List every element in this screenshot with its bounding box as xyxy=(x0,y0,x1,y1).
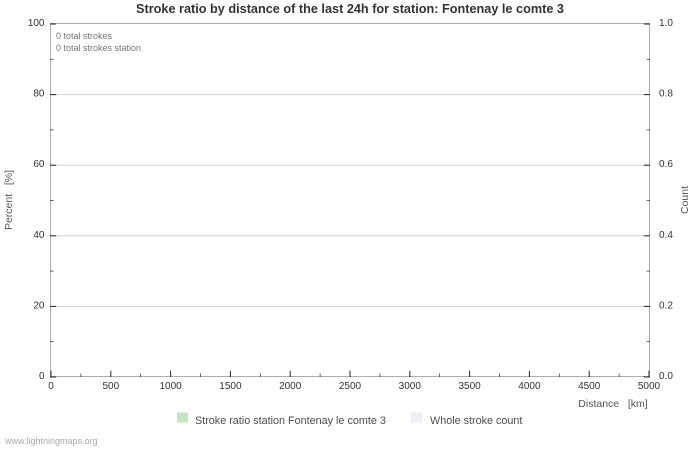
svg-text:Distance [km]: Distance [km] xyxy=(578,398,648,410)
svg-text:2000: 2000 xyxy=(279,381,302,392)
svg-text:0.4: 0.4 xyxy=(659,230,673,241)
svg-text:60: 60 xyxy=(33,159,45,170)
svg-text:20: 20 xyxy=(33,300,45,311)
svg-text:1500: 1500 xyxy=(219,381,242,392)
svg-text:Stroke ratio station Fontenay: Stroke ratio station Fontenay le comte 3 xyxy=(195,415,386,427)
svg-text:0.0: 0.0 xyxy=(659,371,673,382)
svg-text:4000: 4000 xyxy=(518,381,541,392)
svg-text:1.0: 1.0 xyxy=(659,18,673,29)
svg-text:0: 0 xyxy=(48,381,54,392)
svg-text:40: 40 xyxy=(33,230,45,241)
svg-text:Stroke ratio by distance of th: Stroke ratio by distance of the last 24h… xyxy=(136,2,564,16)
svg-text:0.6: 0.6 xyxy=(659,159,673,170)
svg-text:0 total strokes station: 0 total strokes station xyxy=(56,43,141,53)
svg-text:500: 500 xyxy=(102,381,119,392)
svg-text:0.8: 0.8 xyxy=(659,89,673,100)
svg-text:1000: 1000 xyxy=(159,381,182,392)
svg-text:Whole stroke count: Whole stroke count xyxy=(430,415,522,427)
svg-text:3000: 3000 xyxy=(399,381,422,392)
svg-text:0 total strokes: 0 total strokes xyxy=(56,31,113,41)
svg-text:0.2: 0.2 xyxy=(659,300,673,311)
svg-text:www.lightningmaps.org: www.lightningmaps.org xyxy=(4,436,98,446)
svg-text:80: 80 xyxy=(33,89,45,100)
svg-text:2500: 2500 xyxy=(339,381,362,392)
svg-text:Percent [%]: Percent [%] xyxy=(3,170,15,230)
svg-text:0: 0 xyxy=(39,371,45,382)
svg-text:3500: 3500 xyxy=(458,381,481,392)
svg-text:100: 100 xyxy=(28,18,45,29)
svg-text:5000: 5000 xyxy=(638,381,661,392)
svg-text:4500: 4500 xyxy=(578,381,601,392)
svg-text:Count: Count xyxy=(679,186,691,214)
